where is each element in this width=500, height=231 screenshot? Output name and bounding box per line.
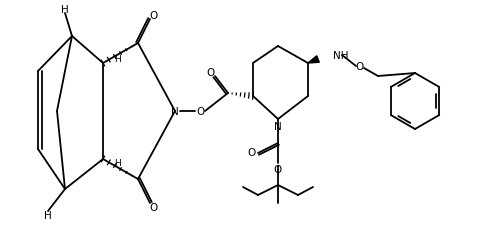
- Text: O: O: [196, 106, 204, 116]
- Text: N: N: [274, 122, 282, 131]
- Text: O: O: [149, 202, 157, 212]
- Text: H: H: [61, 5, 69, 15]
- Text: H: H: [114, 55, 120, 64]
- Text: H: H: [114, 159, 120, 168]
- Polygon shape: [308, 57, 320, 64]
- Text: O: O: [149, 11, 157, 21]
- Text: O: O: [247, 147, 255, 157]
- Text: O: O: [356, 62, 364, 72]
- Text: N: N: [171, 106, 179, 116]
- Text: O: O: [206, 68, 214, 78]
- Text: H: H: [44, 210, 52, 220]
- Text: O: O: [274, 164, 282, 174]
- Text: NH: NH: [333, 51, 348, 61]
